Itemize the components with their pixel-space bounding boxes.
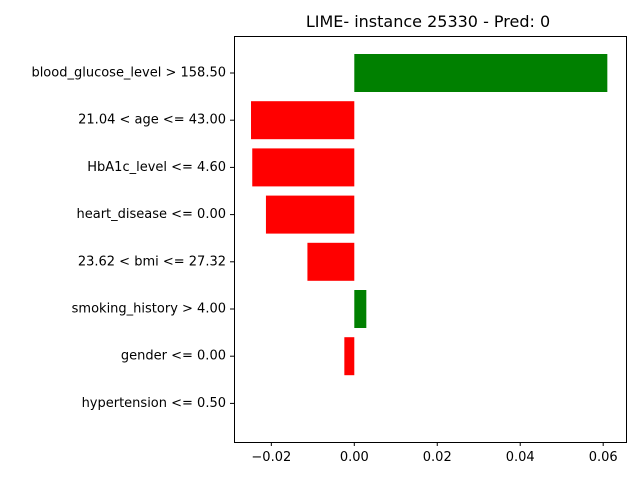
y-tick-label: smoking_history > 4.00 [72,302,226,317]
bar-4 [307,242,355,281]
y-tick-label: blood_glucose_level > 158.50 [31,66,226,81]
y-axis-ticks: blood_glucose_level > 158.50 21.04 < age … [31,66,234,411]
y-tick-label: gender <= 0.00 [121,349,226,364]
y-tick-label: hypertension <= 0.50 [82,396,226,411]
bar-0 [354,54,608,92]
y-tick-label: 23.62 < bmi <= 27.32 [78,254,226,269]
bar-5 [354,290,367,328]
x-tick-label: 0.04 [506,450,535,465]
x-tick-label: −0.02 [251,450,291,465]
x-axis-ticks: −0.02 0.00 0.02 0.04 0.06 [251,442,618,465]
y-tick-label: heart_disease <= 0.00 [76,207,226,222]
x-tick-label: 0.06 [589,450,618,465]
chart-title: LIME- instance 25330 - Pred: 0 [306,12,550,31]
x-tick-label: 0.00 [340,450,369,465]
y-tick-label: HbA1c_level <= 4.60 [87,160,226,175]
bars-group [251,54,608,376]
bar-6 [344,337,355,376]
bar-1 [251,101,355,140]
x-tick-label: 0.02 [423,450,452,465]
plot-frame [234,36,627,443]
bar-3 [265,195,355,234]
y-tick-label: 21.04 < age <= 43.00 [78,113,226,128]
bar-2 [252,148,355,187]
